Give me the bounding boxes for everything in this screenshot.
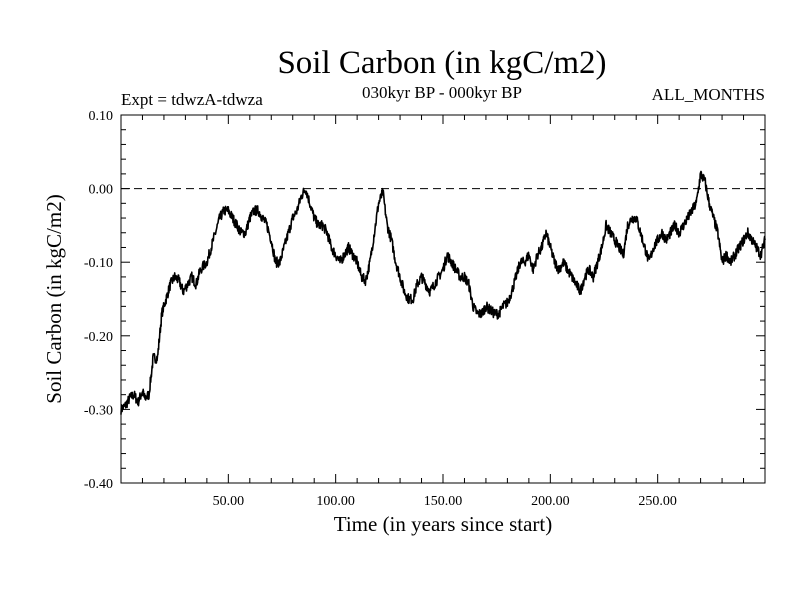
- x-tick-label: 50.00: [213, 494, 245, 509]
- x-axis-label: Time (in years since start): [334, 512, 553, 536]
- y-tick-label: -0.20: [84, 330, 113, 345]
- y-axis-label: Soil Carbon (in kgC/m2): [42, 194, 66, 403]
- x-tick-label: 100.00: [316, 494, 355, 509]
- experiment-label: Expt = tdwzA-tdwza: [121, 90, 263, 109]
- y-tick-label: 0.00: [89, 183, 114, 198]
- y-tick-label: 0.10: [89, 109, 114, 124]
- x-tick-label: 250.00: [638, 494, 677, 509]
- chart-title: Soil Carbon (in kgC/m2): [277, 45, 606, 81]
- series-line-soil-carbon: [120, 170, 766, 415]
- plot-frame: [120, 114, 766, 484]
- months-label: ALL_MONTHS: [652, 85, 765, 104]
- y-tick-label: -0.10: [84, 256, 113, 271]
- y-tick-labels: 0.10 0.00 -0.10 -0.20 -0.30 -0.40: [84, 109, 113, 492]
- chart-subtitle: 030kyr BP - 000kyr BP: [362, 83, 522, 102]
- y-tick-label: -0.30: [84, 403, 113, 418]
- x-tick-label: 150.00: [424, 494, 463, 509]
- y-tick-label: -0.40: [84, 477, 113, 492]
- ticks: [121, 114, 765, 484]
- x-tick-labels: 50.00 100.00 150.00 200.00 250.00: [213, 494, 677, 509]
- x-tick-label: 200.00: [531, 494, 570, 509]
